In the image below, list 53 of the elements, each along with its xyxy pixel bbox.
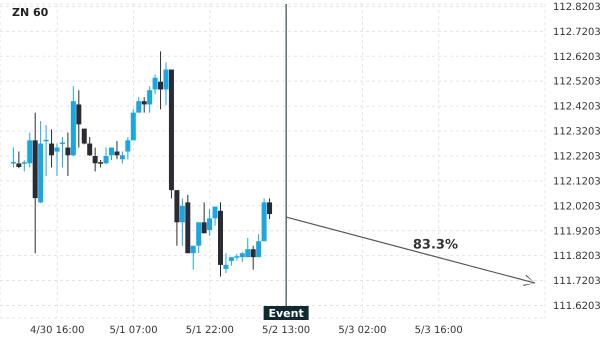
candlestick bbox=[87, 136, 92, 157]
candlestick bbox=[196, 222, 202, 254]
candlestick bbox=[104, 147, 109, 165]
candlestick bbox=[202, 202, 207, 234]
candlestick bbox=[49, 128, 54, 168]
candlestick bbox=[16, 151, 22, 169]
y-tick-label: 112.3203 bbox=[553, 126, 600, 138]
y-tick-label: 111.7203 bbox=[553, 276, 600, 288]
candlestick bbox=[142, 96, 147, 114]
candlestick bbox=[147, 86, 152, 114]
candlestick bbox=[152, 74, 158, 95]
x-tick-label: 4/30 16:00 bbox=[30, 325, 84, 336]
y-tick-label: 111.6203 bbox=[553, 301, 600, 312]
y-tick-label: 112.7203 bbox=[553, 26, 600, 38]
candlestick bbox=[207, 208, 212, 236]
y-tick-label: 112.6203 bbox=[553, 52, 600, 63]
y-tick-label: 112.8203 bbox=[553, 2, 600, 13]
y-tick-label: 111.8203 bbox=[553, 251, 600, 262]
candlestick bbox=[164, 62, 168, 106]
candlestick bbox=[54, 143, 60, 176]
candlestick bbox=[136, 96, 142, 114]
chart-title: ZN 60 bbox=[12, 6, 48, 19]
candlestick bbox=[250, 245, 256, 270]
candlestick bbox=[65, 132, 70, 176]
y-tick-label: 112.4203 bbox=[553, 102, 600, 113]
y-tick-label: 112.2203 bbox=[553, 151, 600, 162]
candlestick bbox=[223, 252, 228, 274]
candlestick bbox=[82, 128, 87, 145]
candlestick bbox=[267, 198, 272, 220]
candlestick bbox=[114, 140, 120, 160]
candlestick bbox=[44, 124, 49, 176]
annotation: 83.3% bbox=[412, 238, 458, 253]
candlestick bbox=[76, 90, 82, 148]
candlestick bbox=[190, 245, 196, 270]
y-tick-label: 112.5203 bbox=[553, 76, 600, 88]
y-tick-label: 112.1203 bbox=[553, 176, 600, 188]
candlestick bbox=[212, 206, 218, 226]
candlestick bbox=[10, 147, 16, 168]
candlestick bbox=[158, 50, 164, 110]
x-tick-label: 5/2 13:00 bbox=[262, 325, 310, 336]
candlestick bbox=[180, 198, 185, 246]
x-tick-label: 5/3 16:00 bbox=[414, 325, 463, 336]
x-tick-label: 5/3 02:00 bbox=[338, 325, 386, 336]
ref-line-label: Event bbox=[268, 307, 304, 320]
x-tick-label: 5/1 22:00 bbox=[186, 325, 234, 336]
candlestick bbox=[109, 147, 114, 161]
candlestick bbox=[60, 136, 65, 168]
candlestick bbox=[120, 151, 125, 164]
x-tick-label: 5/1 07:00 bbox=[109, 325, 158, 336]
y-tick-label: 112.0203 bbox=[553, 201, 600, 212]
candlestick bbox=[125, 136, 130, 160]
candlestick bbox=[256, 234, 262, 258]
y-tick-label: 111.9203 bbox=[553, 226, 600, 238]
